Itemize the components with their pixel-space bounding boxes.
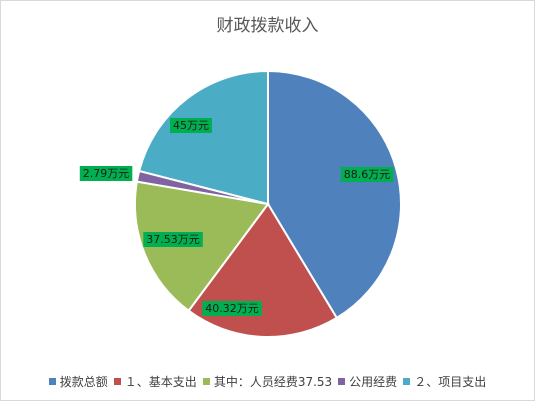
data-label-text-4: 2.79万元: [83, 167, 130, 180]
pie-slice-5: [137, 69, 269, 206]
legend-swatch-1: [48, 378, 56, 385]
legend-label-1: 拨款总额: [59, 375, 108, 389]
legend-label-4: 公用经费: [349, 375, 398, 389]
pie-data-labels: 88.6万元 40.32万元 37.53万元 2.79万元 45万元: [79, 118, 394, 316]
data-label-text-1: 88.6万元: [344, 168, 391, 181]
legend-swatch-2: [113, 378, 121, 385]
data-label-box-1: [340, 167, 394, 182]
chart-title: 财政拨款收入: [216, 16, 319, 36]
data-label-text-5: 45万元: [173, 119, 209, 132]
data-label-box-4: [79, 166, 133, 181]
legend-swatch-5: [403, 378, 411, 385]
data-label-box-5: [170, 118, 212, 133]
legend-item-3: 其中：人员经费37.53: [202, 373, 333, 390]
data-label-text-2: 40.32万元: [205, 302, 259, 315]
legend-item-4: 公用经费: [338, 373, 397, 390]
pie-slice-1: [267, 69, 402, 320]
data-label-5: 45万元: [170, 118, 212, 133]
legend-swatch-4: [338, 378, 346, 385]
legend-item-2: １、基本支出: [113, 373, 197, 390]
legend-swatch-3: [202, 378, 210, 385]
data-label-4: 2.79万元: [79, 166, 133, 181]
data-label-box-3: [143, 232, 203, 247]
pie-slices: [134, 69, 402, 338]
data-label-3: 37.53万元: [143, 232, 203, 247]
data-label-text-3: 37.53万元: [146, 233, 200, 246]
legend-label-2: １、基本支出: [124, 375, 197, 389]
legend-item-1: 拨款总额: [48, 373, 108, 390]
data-label-2: 40.32万元: [202, 301, 262, 316]
legend-item-5: ２、项目支出: [403, 373, 486, 390]
chart-legend: 拨款总额 １、基本支出 其中：人员经费37.53 公用经费 ２、项目支出: [1, 373, 534, 390]
legend-label-5: ２、项目支出: [414, 375, 487, 389]
data-label-box-2: [202, 301, 262, 316]
data-label-1: 88.6万元: [340, 167, 394, 182]
legend-label-3: 其中：人员经费37.53: [213, 375, 333, 389]
